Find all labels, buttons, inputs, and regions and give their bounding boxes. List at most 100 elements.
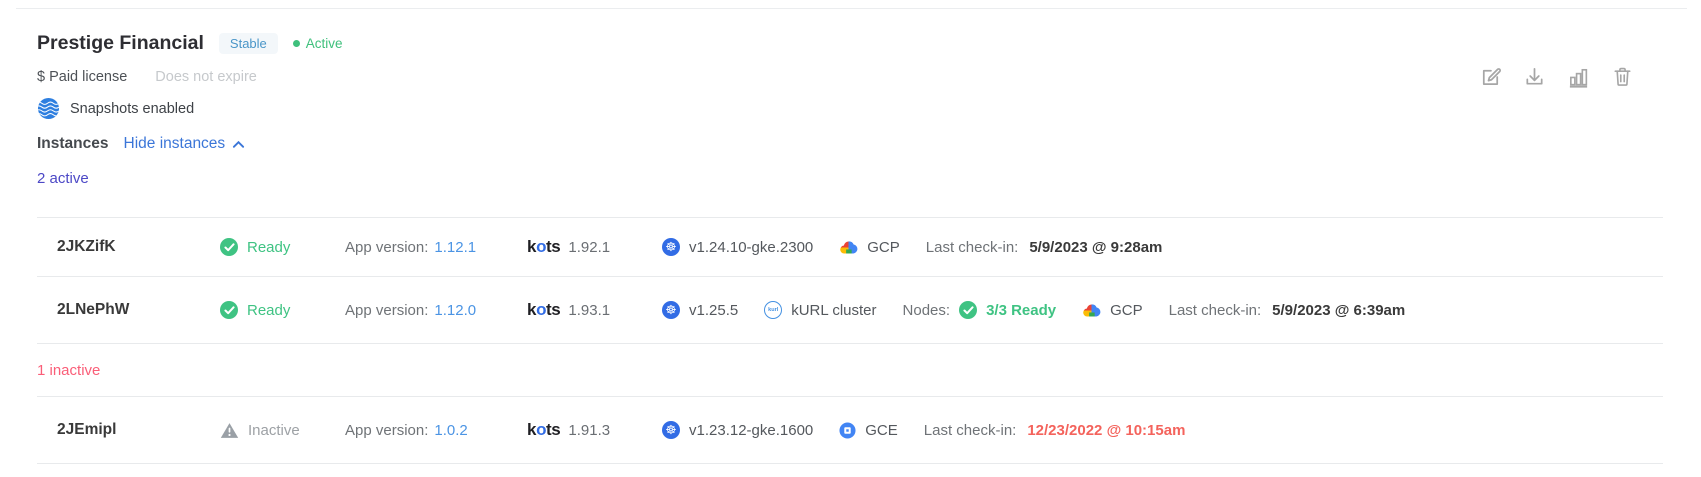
instance-id: 2JEmipl xyxy=(57,421,117,438)
kots-version: kots 1.93.1 xyxy=(527,300,662,320)
channel-badge: Stable xyxy=(218,33,278,54)
kubernetes-icon: ☸ xyxy=(662,301,680,319)
trash-icon xyxy=(1613,67,1631,86)
last-checkin-label: Last check-in: xyxy=(1168,301,1262,319)
inactive-section: 1 inactive xyxy=(37,344,1663,396)
kubernetes-glyph: ☸ xyxy=(665,238,677,254)
app-version: App version: 1.0.2 xyxy=(345,422,527,439)
chevron-up-icon xyxy=(233,140,245,148)
app-version-label: App version: xyxy=(345,238,429,256)
last-checkin-value: 5/9/2023 @ 9:28am xyxy=(1029,238,1163,256)
k8s-version-value: v1.23.12-gke.1600 xyxy=(689,421,814,439)
provider-label: GCP xyxy=(867,238,900,256)
last-checkin: Last check-in: 12/23/2022 @ 10:15am xyxy=(924,422,1186,439)
app-version-link[interactable]: 1.12.1 xyxy=(434,238,477,256)
kubernetes-glyph: ☸ xyxy=(665,421,677,437)
customer-header: Prestige Financial Stable Active xyxy=(37,32,343,55)
last-checkin-value: 5/9/2023 @ 6:39am xyxy=(1272,301,1406,319)
license-row: $ Paid license Does not expire xyxy=(37,69,257,85)
snapshots-label: Snapshots enabled xyxy=(70,100,195,117)
cluster-type: kurl kURL cluster xyxy=(764,301,877,319)
edit-icon xyxy=(1482,67,1501,85)
row-divider xyxy=(37,217,1663,218)
instance-id: 2LNePhW xyxy=(57,301,130,318)
k8s-version: ☸ v1.25.5 xyxy=(662,301,738,319)
row-divider xyxy=(37,396,1663,397)
instance-row[interactable]: 2JEmipl Inactive App version: 1.0.2 kots… xyxy=(37,397,1663,463)
app-version: App version: 1.12.1 xyxy=(345,239,527,256)
kots-logo: kots xyxy=(527,420,561,439)
cluster-type-label: kURL cluster xyxy=(791,301,877,319)
download-icon xyxy=(1525,67,1543,85)
page-title: Prestige Financial xyxy=(37,32,204,54)
row-details: ☸ v1.24.10-gke.2300 xyxy=(662,238,1162,256)
kots-version: kots 1.91.3 xyxy=(527,420,662,440)
k8s-version: ☸ v1.24.10-gke.2300 xyxy=(662,238,813,256)
ready-check-icon xyxy=(220,238,238,256)
provider: GCP xyxy=(839,239,900,256)
kots-version-value: 1.92.1 xyxy=(568,239,611,256)
analytics-button[interactable] xyxy=(1566,63,1590,89)
provider-label: GCP xyxy=(1110,301,1143,319)
kurl-icon: kurl xyxy=(764,301,783,319)
instance-id: 2JKZifK xyxy=(57,238,116,255)
status-label: Inactive xyxy=(248,421,300,439)
last-checkin-value: 12/23/2022 @ 10:15am xyxy=(1027,421,1186,439)
warning-triangle-icon xyxy=(220,422,239,439)
app-version-link[interactable]: 1.12.0 xyxy=(434,301,477,319)
gcp-cloud-icon xyxy=(1082,303,1101,318)
instances-table: 2JKZifK Ready App version: 1.12.1 kots 1… xyxy=(37,217,1663,464)
nodes-check-icon xyxy=(959,301,978,319)
instance-row[interactable]: 2LNePhW Ready App version: 1.12.0 kots 1… xyxy=(37,277,1663,343)
kurl-icon-text: kurl xyxy=(768,307,779,313)
provider-label: GCE xyxy=(865,421,898,439)
instances-header: Instances Hide instances xyxy=(37,135,245,153)
kots-logo: kots xyxy=(527,237,561,256)
provider: GCP xyxy=(1082,302,1143,319)
app-version-link[interactable]: 1.0.2 xyxy=(434,421,468,439)
instances-section-label: Instances xyxy=(37,135,109,152)
instance-status: Inactive xyxy=(220,422,345,439)
app-version-label: App version: xyxy=(345,421,429,439)
kots-logo: kots xyxy=(527,300,561,319)
nodes-label: Nodes: xyxy=(902,301,951,319)
bar-chart-icon xyxy=(1569,68,1587,88)
delete-button[interactable] xyxy=(1610,63,1634,89)
row-divider xyxy=(37,276,1663,277)
gce-icon xyxy=(839,421,856,439)
k8s-version-value: v1.24.10-gke.2300 xyxy=(689,238,814,256)
instance-row[interactable]: 2JKZifK Ready App version: 1.12.1 kots 1… xyxy=(37,218,1663,276)
inactive-count-label: 1 inactive xyxy=(37,361,101,379)
kubernetes-icon: ☸ xyxy=(662,238,680,256)
snapshots-icon xyxy=(37,97,60,120)
gcp-cloud-icon xyxy=(839,240,858,255)
row-divider xyxy=(37,463,1663,464)
last-checkin-label: Last check-in: xyxy=(923,421,1017,439)
nodes-ready-value: 3/3 Ready xyxy=(986,301,1057,319)
last-checkin: Last check-in: 5/9/2023 @ 6:39am xyxy=(1169,302,1406,319)
instance-status: Ready xyxy=(220,301,345,319)
hide-instances-label: Hide instances xyxy=(123,135,226,152)
expiry-label: Does not expire xyxy=(155,69,257,85)
k8s-version: ☸ v1.23.12-gke.1600 xyxy=(662,421,813,439)
app-version-label: App version: xyxy=(345,301,429,319)
instance-status: Ready xyxy=(220,238,345,256)
hide-instances-link[interactable]: Hide instances xyxy=(124,135,246,153)
customer-toolbar xyxy=(1478,63,1634,89)
download-button[interactable] xyxy=(1522,63,1546,89)
provider: GCE xyxy=(839,422,898,439)
active-count-label: 2 active xyxy=(37,170,89,187)
kots-version-value: 1.91.3 xyxy=(568,422,611,439)
k8s-version-value: v1.25.5 xyxy=(689,301,739,319)
ready-check-icon xyxy=(220,301,238,319)
status-badge: Active xyxy=(292,36,343,51)
kots-version: kots 1.92.1 xyxy=(527,237,662,257)
last-checkin-label: Last check-in: xyxy=(925,238,1019,256)
kots-version-value: 1.93.1 xyxy=(568,302,611,319)
active-dot-icon xyxy=(292,40,300,47)
row-divider xyxy=(37,343,1663,344)
kubernetes-glyph: ☸ xyxy=(665,301,677,317)
edit-button[interactable] xyxy=(1478,63,1502,89)
snapshots-row: Snapshots enabled xyxy=(37,97,194,120)
